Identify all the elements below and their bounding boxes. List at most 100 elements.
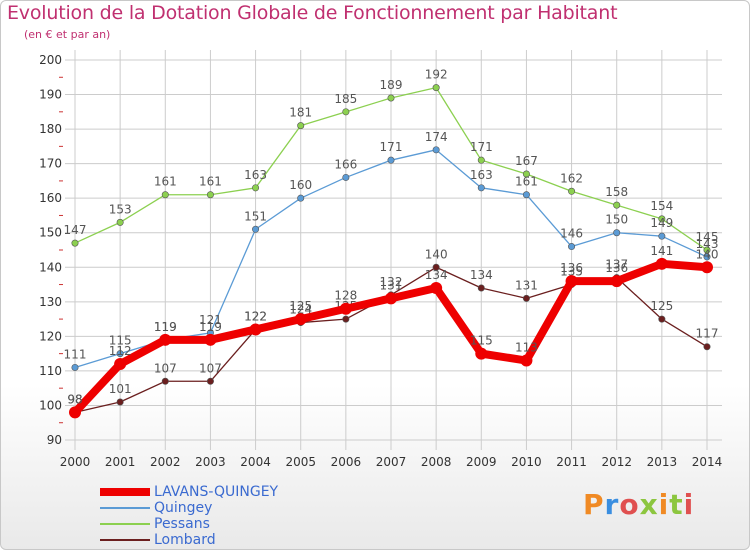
data-point-lombard [477, 284, 485, 292]
data-point-pessans [71, 239, 79, 247]
legend-label: Quingey [154, 500, 213, 516]
data-point-quingey [297, 194, 305, 202]
data-point-lavans-quingey [249, 323, 262, 336]
data-label-quingey: 111 [64, 347, 87, 361]
data-point-pessans [116, 218, 124, 226]
data-label-lombard: 135 [560, 265, 583, 279]
data-point-lavans-quingey [69, 406, 81, 419]
y-tick-label: 190 [39, 88, 62, 102]
y-tick-label: 180 [39, 122, 62, 136]
x-tick-label: 2002 [150, 455, 181, 469]
data-label-lombard: 131 [515, 278, 538, 292]
data-point-quingey [613, 229, 621, 237]
data-point-quingey [477, 184, 485, 192]
data-point-pessans [161, 191, 169, 199]
data-label-pessans: 167 [515, 154, 538, 168]
data-point-pessans [703, 246, 711, 254]
data-point-pessans [568, 187, 576, 195]
x-tick-label: 2012 [601, 455, 632, 469]
data-point-pessans [206, 191, 214, 199]
data-label-quingey: 115 [109, 334, 132, 348]
data-point-quingey [342, 173, 350, 181]
data-label-lombard: 137 [605, 258, 628, 272]
data-point-lavans-quingey [114, 358, 127, 370]
data-label-pessans: 154 [650, 199, 673, 213]
data-label-pessans: 171 [470, 140, 493, 154]
data-label-lombard: 122 [244, 309, 267, 323]
data-label-lombard: 107 [154, 361, 177, 375]
data-point-quingey [71, 363, 79, 371]
data-point-pessans [387, 94, 395, 102]
data-point-pessans [342, 108, 350, 116]
legend-label: Pessans [154, 516, 210, 532]
data-point-quingey [522, 191, 530, 199]
data-point-pessans [658, 215, 666, 223]
y-tick-label: 170 [39, 157, 62, 171]
x-tick-label: 2009 [466, 455, 497, 469]
y-tick-label: 200 [39, 53, 62, 67]
data-label-quingey: 174 [425, 130, 448, 144]
data-label-lavans-quingey: 119 [199, 320, 222, 334]
data-label-pessans: 145 [696, 230, 719, 244]
data-label-quingey: 121 [199, 313, 222, 327]
data-label-quingey: 160 [289, 178, 312, 192]
data-label-pessans: 161 [154, 175, 177, 189]
data-label-lavans-quingey: 140 [696, 247, 719, 261]
data-point-pessans [297, 122, 305, 130]
data-point-pessans [432, 84, 440, 92]
data-point-lombard [432, 263, 440, 271]
data-label-pessans: 192 [425, 68, 448, 82]
data-label-pessans: 161 [199, 175, 222, 189]
data-point-pessans [477, 156, 485, 164]
data-label-pessans: 147 [64, 223, 87, 237]
y-tick-label: 90 [47, 433, 62, 447]
data-point-quingey [432, 146, 440, 154]
legend-label: Lombard [154, 532, 216, 548]
x-tick-label: 2014 [692, 455, 723, 469]
y-tick-label: 160 [39, 191, 62, 205]
data-label-pessans: 189 [380, 78, 403, 92]
data-label-lavans-quingey: 119 [154, 320, 177, 334]
data-point-lavans-quingey [701, 261, 713, 274]
data-point-lavans-quingey [565, 275, 578, 288]
data-point-lavans-quingey [159, 333, 172, 346]
data-label-lavans-quingey: 112 [109, 344, 132, 358]
data-label-lombard: 107 [199, 361, 222, 375]
data-point-pessans [522, 170, 530, 178]
x-tick-label: 2005 [285, 455, 316, 469]
data-label-pessans: 163 [244, 168, 267, 182]
data-point-quingey [116, 350, 124, 358]
data-point-pessans [252, 184, 260, 192]
data-label-quingey: 161 [515, 175, 538, 189]
data-label-lavans-quingey: 136 [560, 261, 583, 275]
data-label-quingey: 149 [650, 216, 673, 230]
data-label-lombard: 124 [289, 303, 312, 317]
data-label-quingey: 163 [470, 168, 493, 182]
data-point-lavans-quingey [294, 313, 307, 326]
data-label-quingey: 150 [605, 213, 628, 227]
x-tick-label: 2001 [105, 455, 136, 469]
data-point-lavans-quingey [339, 302, 352, 315]
data-point-lombard [703, 343, 711, 351]
data-point-lombard [161, 377, 169, 385]
data-point-quingey [252, 225, 260, 233]
data-point-lombard [342, 315, 350, 323]
legend-swatch [100, 539, 150, 541]
x-tick-label: 2008 [421, 455, 452, 469]
data-label-lavans-quingey: 136 [605, 261, 628, 275]
data-label-quingey: 171 [380, 140, 403, 154]
data-label-lavans-quingey: 125 [289, 299, 312, 313]
data-label-lombard: 132 [380, 275, 403, 289]
data-label-lavans-quingey: 134 [425, 268, 448, 282]
data-label-pessans: 181 [289, 106, 312, 120]
data-point-lombard [522, 294, 530, 302]
data-point-lavans-quingey [204, 333, 217, 346]
chart-title: Evolution de la Dotation Globale de Fonc… [7, 2, 618, 24]
data-point-lavans-quingey [430, 282, 443, 294]
data-point-lavans-quingey [655, 257, 668, 270]
x-tick-label: 2003 [195, 455, 226, 469]
x-tick-label: 2013 [647, 455, 678, 469]
data-label-lombard: 125 [650, 299, 673, 313]
y-tick-label: 100 [39, 398, 62, 412]
